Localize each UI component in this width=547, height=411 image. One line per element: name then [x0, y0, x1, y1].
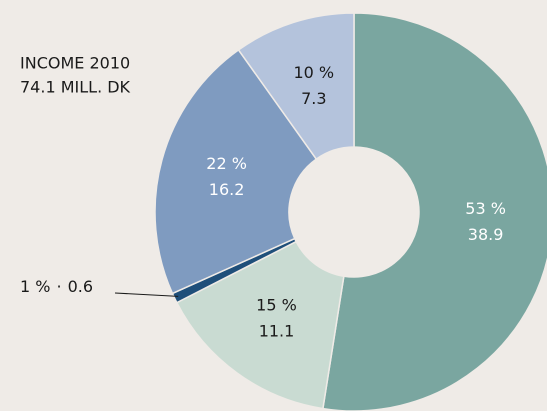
value-label: 0.6	[68, 277, 93, 296]
value-label: 11.1	[259, 321, 295, 340]
value-label: 38.9	[468, 225, 504, 244]
percent-label: 22 %	[206, 154, 247, 173]
percent-label: 1 %	[20, 277, 50, 296]
slice-label: 1 % · 0.6	[20, 277, 93, 296]
donut-slice	[175, 240, 345, 410]
donut-slice	[237, 12, 355, 161]
donut-slice	[154, 48, 318, 295]
percent-label: 15 %	[256, 295, 297, 314]
chart-title: INCOME 2010	[20, 54, 130, 73]
chart-subtitle: 74.1 MILL. DK	[20, 78, 131, 97]
percent-label: 10 %	[293, 63, 334, 82]
percent-label: 53 %	[465, 199, 506, 218]
slices	[154, 12, 547, 411]
donut-slice	[322, 12, 547, 411]
value-label: 7.3	[301, 89, 326, 108]
separator: ·	[56, 277, 61, 296]
leader-line	[114, 292, 179, 297]
value-label: 16.2	[209, 180, 245, 199]
